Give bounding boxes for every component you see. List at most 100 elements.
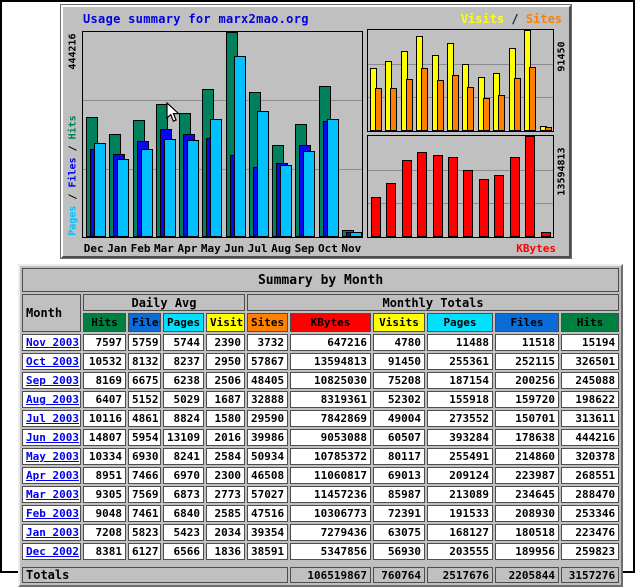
chart-title: Usage summary for marx2mao.org <box>83 12 309 26</box>
value-cell: 39354 <box>247 524 288 541</box>
value-cell: 6127 <box>128 543 161 560</box>
visits-sites-plot <box>367 29 554 132</box>
kbytes-plot <box>367 135 554 238</box>
value-cell: 8951 <box>83 467 126 484</box>
bar-kbytes-apr <box>433 155 443 237</box>
month-axis-label: Apr <box>177 242 198 255</box>
table-row: Oct 2003 10532 8132 8237 2950 57867 13594813 91… <box>22 353 620 370</box>
value-cell: 11518 <box>495 334 559 351</box>
column-header-kbytes: KBytes <box>290 313 371 332</box>
value-cell: 60507 <box>373 429 425 446</box>
bar-kbytes-jul <box>479 179 489 237</box>
daily-avg-group-header: Daily Avg <box>83 294 245 311</box>
value-cell: 5823 <box>128 524 161 541</box>
value-cell: 6407 <box>83 391 126 408</box>
month-link[interactable]: Jan 2003 <box>26 526 79 539</box>
bar-pages-feb <box>141 149 153 237</box>
month-link[interactable]: Feb 2003 <box>26 507 79 520</box>
visits-sites-legend: Visits / Sites <box>461 12 562 26</box>
axis-separator: / <box>67 187 79 206</box>
bar-kbytes-dec <box>371 197 381 237</box>
column-header-files: Files <box>128 313 161 332</box>
bar-pages-may <box>210 119 222 237</box>
value-cell: 8381 <box>83 543 126 560</box>
value-cell: 72391 <box>373 505 425 522</box>
hits-axis-label: Hits <box>67 115 79 140</box>
month-link[interactable]: Oct 2003 <box>26 355 79 368</box>
bar-sites-feb <box>406 79 413 131</box>
bar-sites-mar <box>421 68 428 131</box>
value-cell: 6675 <box>128 372 161 389</box>
totals-label: Totals <box>22 567 288 583</box>
month-link[interactable]: Apr 2003 <box>26 469 79 482</box>
month-cell: May 2003 <box>22 448 81 465</box>
bar-pages-jan <box>117 159 129 237</box>
value-cell: 5152 <box>128 391 161 408</box>
value-cell: 2773 <box>206 486 245 503</box>
month-axis-label: May <box>200 242 221 255</box>
month-cell: Feb 2003 <box>22 505 81 522</box>
month-cell: Jun 2003 <box>22 429 81 446</box>
month-link[interactable]: Sep 2003 <box>26 374 79 387</box>
bar-sites-dec <box>375 88 382 131</box>
bar-pages-jun <box>234 56 246 237</box>
column-header-hits: Hits <box>561 313 620 332</box>
totals-value-cell: 2205844 <box>495 567 559 583</box>
bar-sites-nov <box>545 127 552 131</box>
value-cell: 85987 <box>373 486 425 503</box>
month-cell: Jul 2003 <box>22 410 81 427</box>
month-link[interactable]: Aug 2003 <box>26 393 79 406</box>
month-cell: Nov 2003 <box>22 334 81 351</box>
value-cell: 2300 <box>206 467 245 484</box>
value-cell: 9048 <box>83 505 126 522</box>
value-cell: 7842869 <box>290 410 371 427</box>
month-link[interactable]: Nov 2003 <box>26 336 79 349</box>
value-cell: 189956 <box>495 543 559 560</box>
value-cell: 255361 <box>427 353 493 370</box>
value-cell: 10334 <box>83 448 126 465</box>
month-cell: Oct 2003 <box>22 353 81 370</box>
value-cell: 63075 <box>373 524 425 541</box>
gridline <box>368 63 553 65</box>
mouse-cursor <box>166 102 180 122</box>
value-cell: 6970 <box>163 467 204 484</box>
value-cell: 1687 <box>206 391 245 408</box>
bar-kbytes-jun <box>463 170 473 237</box>
value-cell: 252115 <box>495 353 559 370</box>
month-link[interactable]: Mar 2003 <box>26 488 79 501</box>
summary-table-wrap: Summary by Month Month Daily Avg Monthly… <box>18 264 624 587</box>
column-header-files: Files <box>495 313 559 332</box>
kbytes-legend-label: KBytes <box>516 242 556 255</box>
value-cell: 647216 <box>290 334 371 351</box>
value-cell: 49004 <box>373 410 425 427</box>
value-cell: 4780 <box>373 334 425 351</box>
month-link[interactable]: Jun 2003 <box>26 431 79 444</box>
month-link[interactable]: Dec 2002 <box>26 545 79 558</box>
bar-kbytes-may <box>448 157 458 237</box>
value-cell: 11488 <box>427 334 493 351</box>
value-cell: 313611 <box>561 410 620 427</box>
value-cell: 13594813 <box>290 353 371 370</box>
value-cell: 198622 <box>561 391 620 408</box>
value-cell: 223476 <box>561 524 620 541</box>
month-axis-label: Mar <box>154 242 174 255</box>
month-cell: Aug 2003 <box>22 391 81 408</box>
bar-pages-dec <box>94 143 106 237</box>
value-cell: 29590 <box>247 410 288 427</box>
column-header-hits: Hits <box>83 313 126 332</box>
value-cell: 288470 <box>561 486 620 503</box>
visits-axis-max-label: 91450 <box>556 41 568 72</box>
value-cell: 9053088 <box>290 429 371 446</box>
month-link[interactable]: May 2003 <box>26 450 79 463</box>
value-cell: 14807 <box>83 429 126 446</box>
month-link[interactable]: Jul 2003 <box>26 412 79 425</box>
value-cell: 2034 <box>206 524 245 541</box>
table-title: Summary by Month <box>22 268 620 292</box>
value-cell: 38591 <box>247 543 288 560</box>
bar-pages-sep <box>303 151 315 237</box>
hits-files-pages-plot <box>82 31 363 238</box>
bar-sites-aug <box>498 95 505 131</box>
table-row: Aug 2003 6407 5152 5029 1687 32888 8319361 5230… <box>22 391 620 408</box>
bar-pages-nov <box>350 232 362 237</box>
value-cell: 213089 <box>427 486 493 503</box>
